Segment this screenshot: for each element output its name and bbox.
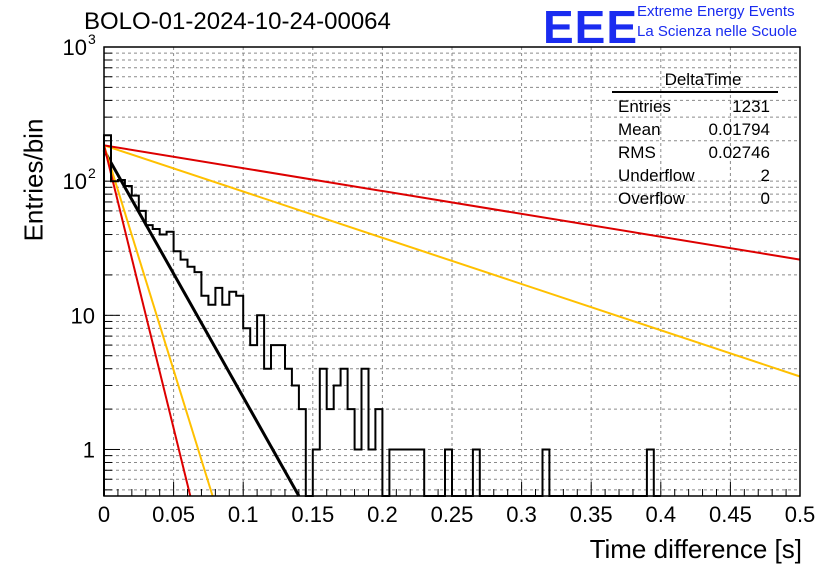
stats-divider	[612, 91, 778, 93]
stats-value: 1231	[732, 97, 770, 116]
y-axis-label: Entries/bin	[18, 118, 49, 242]
stats-value: 0	[760, 189, 770, 208]
x-axis-label: Time difference [s]	[589, 534, 802, 564]
stats-value: 0.01794	[708, 120, 770, 139]
x-tick-label: 0.4	[646, 502, 677, 527]
fit-curve	[103, 145, 214, 497]
stats-value: 0.02746	[708, 143, 770, 162]
y-tick-exponent: 2	[88, 165, 96, 181]
x-tick-label: 0.05	[152, 502, 195, 527]
x-tick-label: 0.25	[431, 502, 474, 527]
fit-curve	[102, 149, 301, 497]
x-tick-label: 0.2	[367, 502, 398, 527]
y-tick-label: 10	[63, 169, 87, 194]
fit-curve	[103, 144, 801, 261]
stats-value: 2	[760, 166, 770, 185]
stats-row-rms: RMS 0.02746	[612, 141, 778, 164]
x-tick-label: 0.5	[785, 502, 816, 527]
stats-row-entries: Entries 1231	[612, 95, 778, 118]
fit-curve	[103, 144, 801, 378]
stats-row-mean: Mean 0.01794	[612, 118, 778, 141]
stats-row-underflow: Underflow 2	[612, 164, 778, 187]
eee-logo: EEE	[543, 1, 639, 53]
stats-label: Entries	[618, 97, 671, 116]
stats-label: Underflow	[618, 166, 695, 185]
x-tick-label: 0	[98, 502, 110, 527]
org-name-line2: La Scienza nelle Scuole	[637, 23, 798, 40]
org-name-line1: Extreme Energy Events	[637, 3, 795, 20]
stats-row-overflow: Overflow 0	[612, 187, 778, 210]
y-tick-label: 10	[63, 35, 87, 60]
fit-curve	[103, 145, 192, 497]
y-tick-label: 1	[83, 437, 95, 462]
x-tick-label: 0.45	[709, 502, 752, 527]
stats-label: RMS	[618, 143, 656, 162]
x-tick-label: 0.1	[228, 502, 259, 527]
axis-ticks	[103, 52, 801, 496]
stats-label: Mean	[618, 120, 661, 139]
fit-curves	[102, 144, 801, 497]
x-tick-label: 0.35	[570, 502, 613, 527]
stats-box: DeltaTime Entries 1231 Mean 0.01794 RMS 0.0…	[612, 70, 778, 210]
x-tick-label: 0.3	[506, 502, 537, 527]
chart-title: BOLO-01-2024-10-24-00064	[84, 8, 391, 35]
y-tick-exponent: 3	[88, 31, 96, 47]
y-tick-label: 10	[71, 303, 95, 328]
stats-label: Overflow	[618, 189, 686, 208]
x-tick-label: 0.15	[291, 502, 334, 527]
stats-title: DeltaTime	[664, 70, 742, 89]
x-tick-labels: 0 0.05 0.1 0.15 0.2 0.25 0.3 0.35 0.4 0.45 0.5	[98, 502, 815, 527]
